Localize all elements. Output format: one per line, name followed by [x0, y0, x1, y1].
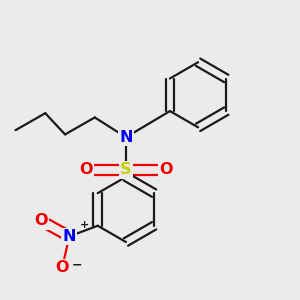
Text: −: −	[72, 258, 82, 271]
Text: S: S	[120, 162, 132, 177]
Text: O: O	[56, 260, 69, 275]
Text: O: O	[34, 213, 48, 228]
Text: +: +	[80, 220, 89, 230]
Text: O: O	[80, 162, 93, 177]
Text: N: N	[63, 229, 76, 244]
Text: N: N	[119, 130, 133, 145]
Text: O: O	[159, 162, 172, 177]
